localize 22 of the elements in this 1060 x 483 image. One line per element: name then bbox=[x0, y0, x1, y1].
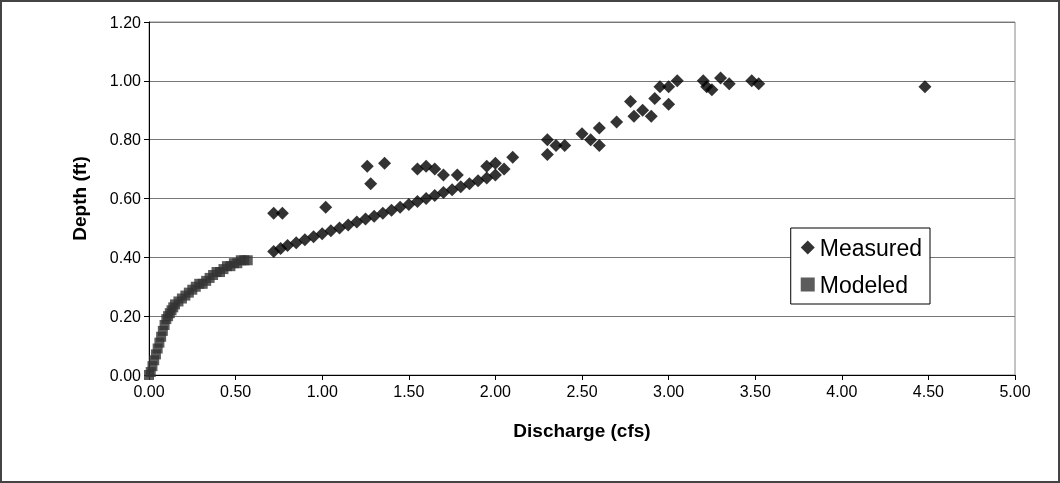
y-tick-label: 0.20 bbox=[109, 307, 142, 325]
y-axis-title: Depth (ft) bbox=[69, 156, 90, 241]
y-tick-label: 0.60 bbox=[109, 190, 142, 207]
y-tick-label: 1.20 bbox=[109, 13, 142, 31]
legend-label: Modeled bbox=[819, 271, 908, 298]
x-tick-label: 0.50 bbox=[220, 382, 252, 400]
x-tick-label: 0.00 bbox=[133, 382, 165, 400]
legend-label: Measured bbox=[819, 234, 923, 261]
x-tick-label: 2.00 bbox=[479, 382, 512, 400]
y-tick-label: 0.00 bbox=[109, 366, 142, 384]
x-tick-label: 4.00 bbox=[826, 382, 858, 400]
x-tick-label: 2.50 bbox=[566, 382, 598, 400]
y-tick-label: 1.00 bbox=[109, 72, 142, 90]
x-tick-label: 3.00 bbox=[653, 382, 685, 400]
x-axis-title: Discharge (cfs) bbox=[513, 420, 651, 441]
x-tick-label: 1.00 bbox=[306, 382, 338, 400]
x-tick-label: 3.50 bbox=[739, 382, 771, 400]
y-tick-label: 0.80 bbox=[109, 131, 142, 149]
x-tick-label: 5.00 bbox=[999, 382, 1031, 400]
y-tick-label: 0.40 bbox=[109, 248, 142, 266]
x-tick-label: 4.50 bbox=[912, 382, 945, 400]
x-tick-label: 1.50 bbox=[393, 382, 425, 400]
